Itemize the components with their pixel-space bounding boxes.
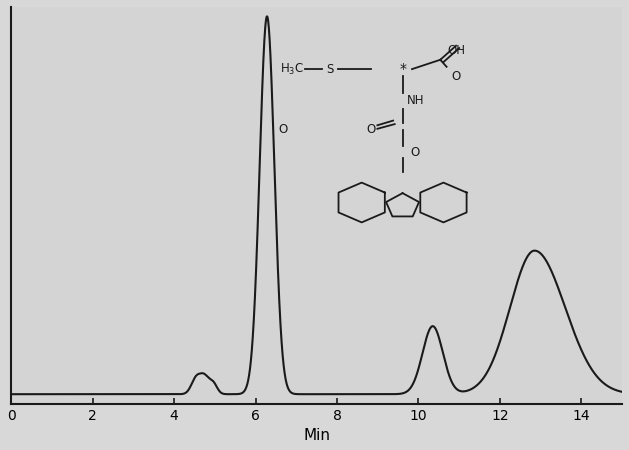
Text: NH: NH bbox=[406, 94, 424, 107]
X-axis label: Min: Min bbox=[303, 428, 330, 443]
Text: O: O bbox=[452, 70, 460, 83]
Text: O: O bbox=[411, 146, 420, 159]
Text: S: S bbox=[326, 63, 334, 76]
Text: OH: OH bbox=[447, 44, 465, 57]
Text: *: * bbox=[399, 62, 406, 76]
Text: O: O bbox=[279, 123, 287, 136]
Text: H$_3$C: H$_3$C bbox=[281, 62, 304, 76]
Text: O: O bbox=[367, 123, 376, 136]
